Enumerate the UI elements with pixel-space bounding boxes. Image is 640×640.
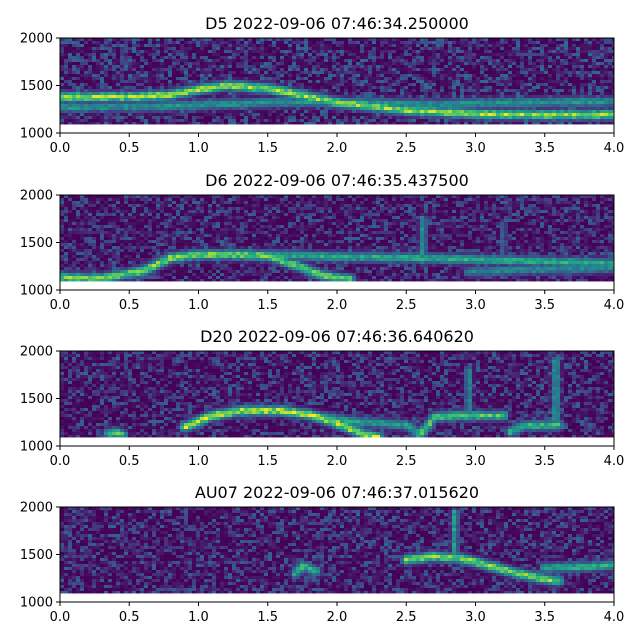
x-tick-label: 3.5 bbox=[534, 610, 555, 625]
panels-group: D5 2022-09-06 07:46:34.250000 0.0 0.5 1.0 1.… bbox=[20, 14, 624, 625]
x-tick-label: 2.5 bbox=[396, 610, 417, 625]
x-tick-label: 0.5 bbox=[119, 141, 140, 156]
y-tick-label: 1000 bbox=[20, 440, 53, 455]
y-tick-label: 1000 bbox=[20, 284, 53, 299]
x-tick-label: 3.5 bbox=[534, 298, 555, 313]
y-tick-label: 1000 bbox=[20, 596, 53, 611]
x-tick-label: 1.0 bbox=[188, 141, 209, 156]
x-tick-label: 1.0 bbox=[188, 454, 209, 469]
y-tick-label: 2000 bbox=[20, 189, 53, 204]
x-tick-label: 0.5 bbox=[119, 298, 140, 313]
x-tick-label: 2.5 bbox=[396, 141, 417, 156]
y-tick-label: 1500 bbox=[20, 236, 53, 251]
y-tick-label: 1000 bbox=[20, 127, 53, 142]
spectrogram-panel: AU07 2022-09-06 07:46:37.015620 0.0 0.5 1.0… bbox=[20, 483, 624, 625]
spectrogram-image bbox=[60, 195, 614, 290]
x-tick-label: 4.0 bbox=[604, 141, 625, 156]
x-tick-label: 0.0 bbox=[50, 298, 71, 313]
x-tick-label: 3.0 bbox=[465, 141, 486, 156]
x-tick-label: 1.5 bbox=[257, 454, 278, 469]
x-tick-label: 2.0 bbox=[327, 454, 348, 469]
spectrogram-panel: D5 2022-09-06 07:46:34.250000 0.0 0.5 1.0 1.… bbox=[20, 14, 624, 156]
x-tick-label: 2.5 bbox=[396, 298, 417, 313]
x-tick-label: 4.0 bbox=[604, 454, 625, 469]
x-tick-label: 0.0 bbox=[50, 454, 71, 469]
spectrogram-panel: D6 2022-09-06 07:46:35.437500 0.0 0.5 1.0 1.… bbox=[20, 171, 624, 313]
y-tick-label: 2000 bbox=[20, 501, 53, 516]
x-tick-label: 0.0 bbox=[50, 141, 71, 156]
x-tick-label: 3.0 bbox=[465, 610, 486, 625]
y-tick-label: 1500 bbox=[20, 548, 53, 563]
x-tick-label: 0.5 bbox=[119, 610, 140, 625]
x-tick-label: 0.0 bbox=[50, 610, 71, 625]
spectrogram-image bbox=[60, 38, 614, 133]
y-tick-label: 2000 bbox=[20, 32, 53, 47]
x-tick-label: 2.0 bbox=[327, 298, 348, 313]
x-tick-label: 3.0 bbox=[465, 298, 486, 313]
y-tick-label: 2000 bbox=[20, 345, 53, 360]
y-tick-label: 1500 bbox=[20, 79, 53, 94]
x-tick-label: 3.5 bbox=[534, 141, 555, 156]
x-tick-label: 3.5 bbox=[534, 454, 555, 469]
x-tick-label: 1.5 bbox=[257, 610, 278, 625]
panel-title: D20 2022-09-06 07:46:36.640620 bbox=[200, 327, 474, 346]
spectrogram-image bbox=[60, 351, 614, 446]
panel-title: D5 2022-09-06 07:46:34.250000 bbox=[205, 14, 469, 33]
x-tick-label: 2.5 bbox=[396, 454, 417, 469]
y-tick-label: 1500 bbox=[20, 392, 53, 407]
x-tick-label: 2.0 bbox=[327, 610, 348, 625]
x-tick-label: 1.0 bbox=[188, 610, 209, 625]
x-tick-label: 1.5 bbox=[257, 298, 278, 313]
panel-title: D6 2022-09-06 07:46:35.437500 bbox=[205, 171, 469, 190]
panel-title: AU07 2022-09-06 07:46:37.015620 bbox=[195, 483, 479, 502]
spectrogram-panel: D20 2022-09-06 07:46:36.640620 0.0 0.5 1.0 1… bbox=[20, 327, 624, 469]
x-tick-label: 2.0 bbox=[327, 141, 348, 156]
x-tick-label: 4.0 bbox=[604, 610, 625, 625]
spectrogram-image bbox=[60, 507, 614, 602]
x-tick-label: 1.0 bbox=[188, 298, 209, 313]
x-tick-label: 3.0 bbox=[465, 454, 486, 469]
x-tick-label: 1.5 bbox=[257, 141, 278, 156]
x-tick-label: 0.5 bbox=[119, 454, 140, 469]
x-tick-label: 4.0 bbox=[604, 298, 625, 313]
